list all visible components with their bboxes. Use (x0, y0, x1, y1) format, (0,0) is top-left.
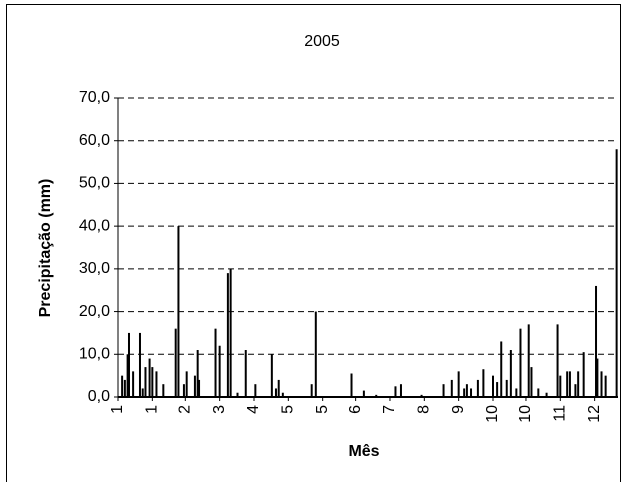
bar (604, 375, 607, 397)
bar (185, 371, 188, 397)
bar (596, 358, 599, 397)
bar (509, 350, 512, 397)
bar (577, 371, 580, 397)
y-tick-label: 40,0 (79, 217, 110, 234)
bar (244, 350, 247, 397)
bar (362, 390, 365, 397)
bar (177, 226, 180, 397)
y-tick-label: 0,0 (88, 388, 110, 405)
bar (274, 388, 277, 397)
chart-title: 2005 (304, 33, 340, 50)
bar (182, 384, 185, 397)
bar (600, 371, 603, 397)
x-tick-label: 4 (245, 405, 262, 414)
y-tick-label: 70,0 (79, 89, 110, 106)
bar (482, 369, 485, 397)
bar (450, 379, 453, 397)
bar (162, 384, 165, 397)
y-tick-label: 60,0 (79, 132, 110, 149)
x-tick-label: 11 (552, 405, 569, 422)
bar (505, 379, 508, 397)
x-tick-label: 8 (416, 405, 433, 414)
x-tick-label: 2 (177, 405, 194, 414)
bar (442, 384, 445, 397)
bar (465, 384, 468, 397)
bar (314, 311, 317, 397)
bar (582, 352, 585, 397)
bar (236, 392, 239, 397)
bar (155, 371, 158, 397)
bar (148, 358, 151, 397)
bar (537, 388, 540, 397)
chart-frame (6, 4, 621, 482)
bar (574, 384, 577, 397)
bar (519, 328, 522, 397)
x-axis-label: Mês (348, 443, 379, 460)
bar (496, 382, 499, 397)
bar (559, 375, 562, 397)
bar (615, 149, 618, 397)
y-tick-label: 20,0 (79, 303, 110, 320)
bar (198, 379, 201, 397)
bar (151, 367, 154, 397)
bar (126, 354, 129, 397)
bar (566, 371, 569, 397)
y-tick-label: 30,0 (79, 260, 110, 277)
x-tick-label: 3 (211, 405, 228, 414)
bar (132, 371, 135, 397)
y-axis-label: Precipitação (mm) (37, 179, 54, 318)
bar (196, 350, 199, 397)
x-tick-label: 5 (280, 405, 297, 414)
x-tick-label: 10 (517, 405, 534, 423)
bar (138, 332, 141, 397)
bar (420, 394, 423, 397)
bar (500, 341, 503, 397)
bar (277, 379, 280, 397)
y-tick-label: 50,0 (79, 175, 110, 192)
bar (595, 285, 598, 397)
x-tick-label: 5 (314, 405, 331, 414)
x-tick-label: 1 (109, 405, 126, 414)
bar (270, 354, 273, 397)
bar (226, 273, 229, 397)
bar (121, 375, 124, 397)
bar (476, 379, 479, 397)
bar (144, 367, 147, 397)
x-tick-label: 9 (450, 405, 467, 414)
x-tick-label: 1 (144, 405, 161, 414)
bar (281, 392, 284, 397)
bar (127, 332, 130, 397)
bar (123, 379, 126, 397)
bar (545, 392, 548, 397)
bar (568, 371, 571, 397)
bar (515, 388, 518, 397)
x-tick-label: 12 (586, 405, 603, 423)
bar (193, 375, 196, 397)
bar (310, 384, 313, 397)
bar (556, 324, 559, 397)
bar (229, 268, 232, 397)
x-tick-label: 6 (347, 405, 364, 414)
bar (399, 384, 402, 397)
bar (218, 345, 221, 397)
x-tick-label: 7 (381, 405, 398, 414)
bar (394, 386, 397, 397)
bar (350, 373, 353, 397)
bar (254, 384, 257, 397)
bar (457, 371, 460, 397)
bar (527, 324, 530, 397)
bar (463, 388, 466, 397)
bar (174, 328, 177, 397)
bar (492, 375, 494, 397)
bar (375, 394, 378, 397)
bar (141, 388, 144, 397)
bar (470, 388, 473, 397)
bar (530, 367, 533, 397)
x-tick-label: 10 (484, 405, 501, 423)
y-tick-label: 10,0 (79, 346, 110, 363)
bar (214, 328, 217, 397)
